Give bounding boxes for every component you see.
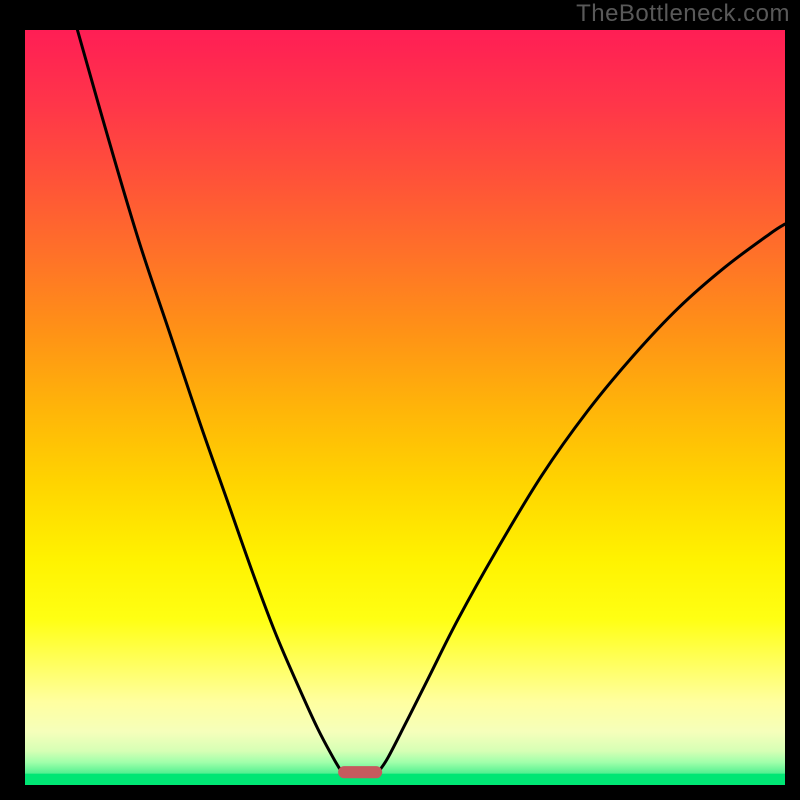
plot-area [25, 30, 785, 785]
chart-container: TheBottleneck.com [0, 0, 800, 800]
bottleneck-marker [338, 766, 382, 778]
bottom-band [25, 774, 785, 785]
bottleneck-chart [0, 0, 800, 800]
